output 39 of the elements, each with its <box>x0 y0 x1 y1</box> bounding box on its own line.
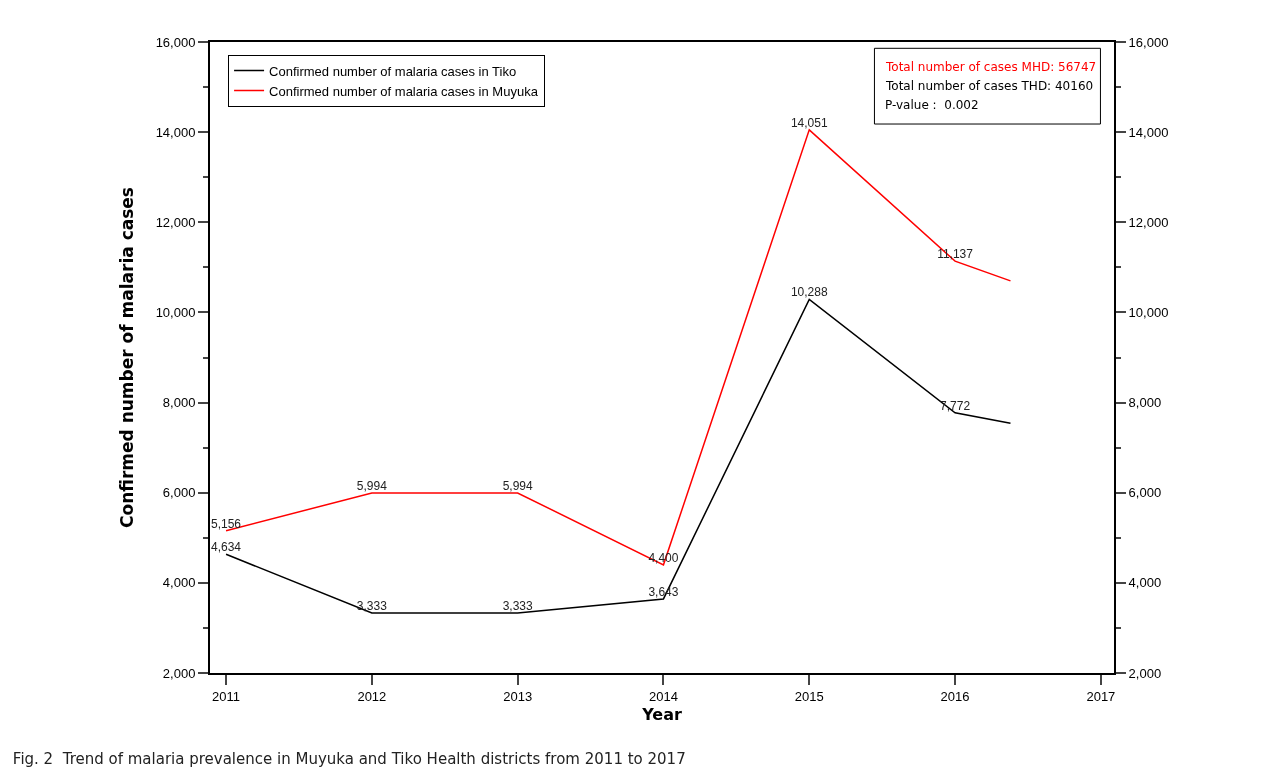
y2-tick-label: 6,000 <box>1128 485 1162 501</box>
x-tick-label: 2012 <box>357 688 387 704</box>
y-tick-label: 12,000 <box>155 214 196 230</box>
data-label: 4,634 <box>211 540 242 555</box>
x-axis-title: Year <box>641 704 682 724</box>
y2-tick-label: 12,000 <box>1128 214 1169 230</box>
y2-tick-label: 16,000 <box>1128 34 1169 50</box>
y-tick-label: 8,000 <box>162 395 196 411</box>
legend-label: Confirmed number of malaria cases in Muyuka <box>269 83 539 99</box>
x-tick-label: 2016 <box>940 688 970 704</box>
x-tick-label: 2015 <box>794 688 824 704</box>
y-tick-label: 10,000 <box>155 304 196 320</box>
x-tick-label: 2011 <box>212 688 241 704</box>
annotation: Total number of cases THD: 40160 <box>885 79 1094 93</box>
annotation: Total number of cases MHD: 56747 <box>885 60 1097 74</box>
y-tick-label: 14,000 <box>155 124 196 140</box>
data-label: 5,156 <box>211 516 242 531</box>
annotation: P-value : 0.002 <box>885 98 979 112</box>
y-axis-title: Confirmed number of malaria cases <box>116 187 137 528</box>
data-label: 3,333 <box>502 598 533 613</box>
text: Fig. 2 Trend of malaria prevalence in Muyuka and Tiko Health districts from 2011 to 2017 <box>12 749 686 768</box>
y2-tick-label: 10,000 <box>1128 304 1169 320</box>
y-tick-label: 16,000 <box>155 34 196 50</box>
x-tick-label: 2014 <box>649 688 678 704</box>
y-tick-label: 2,000 <box>162 665 196 681</box>
data-label: 10,288 <box>790 285 828 300</box>
data-label: 3,333 <box>356 598 388 613</box>
legend-label: Confirmed number of malaria cases in Tiko <box>269 63 517 79</box>
y2-tick-label: 14,000 <box>1128 124 1169 140</box>
y2-tick-label: 8,000 <box>1128 395 1162 411</box>
data-label: 5,994 <box>502 478 533 493</box>
data-label: 14,051 <box>790 115 828 130</box>
y2-tick-label: 2,000 <box>1128 665 1162 681</box>
y-tick-label: 6,000 <box>162 485 196 501</box>
y-tick-label: 4,000 <box>162 575 196 591</box>
x-tick-label: 2017 <box>1086 688 1116 704</box>
data-label: 5,994 <box>356 478 388 493</box>
y2-tick-label: 4,000 <box>1128 575 1162 591</box>
x-tick-label: 2013 <box>503 688 533 704</box>
